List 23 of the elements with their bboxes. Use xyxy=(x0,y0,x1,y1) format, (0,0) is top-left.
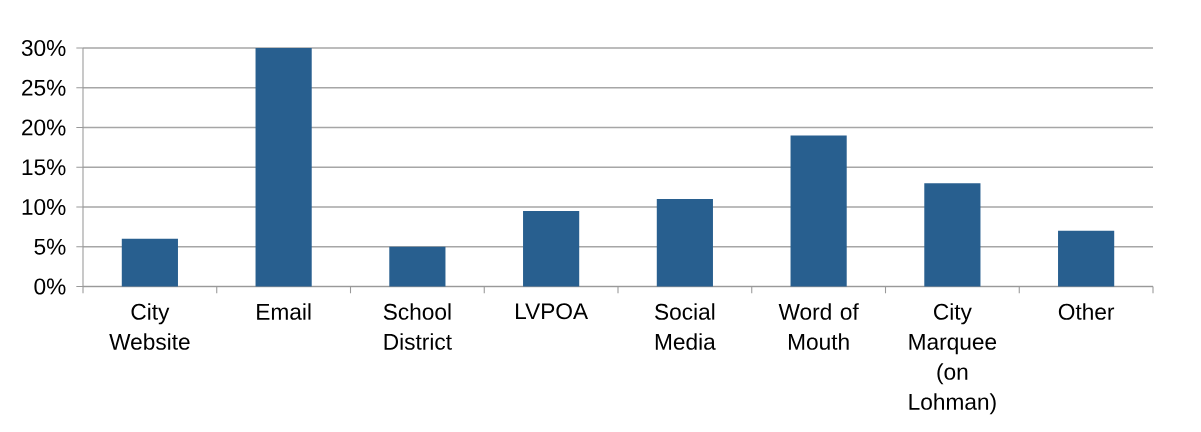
bar xyxy=(790,135,847,287)
x-tick-label: Other xyxy=(1058,303,1115,320)
bar xyxy=(255,48,312,287)
x-tick-label: Social Media xyxy=(655,303,716,350)
x-tick-label: City Marquee (on Lohman) xyxy=(909,303,997,415)
bar xyxy=(121,238,178,287)
bar xyxy=(1058,230,1115,287)
y-tick-label: 25% xyxy=(22,79,66,96)
y-tick-label: 15% xyxy=(22,159,66,176)
x-tick-label: LVPOA xyxy=(516,303,589,320)
x-tick-label: Email xyxy=(257,303,311,320)
bar xyxy=(924,183,981,287)
y-tick-label: 5% xyxy=(34,238,66,255)
bar xyxy=(656,199,713,287)
x-tick-label: School District xyxy=(383,303,452,350)
bar xyxy=(523,210,580,287)
x-tick-label: Word of Mouth xyxy=(778,303,859,350)
y-tick-label: 30% xyxy=(21,39,66,57)
y-tick-label: 0% xyxy=(34,278,66,295)
bar xyxy=(389,246,446,287)
x-tick-label: City Website xyxy=(109,303,190,350)
y-tick-label: 20% xyxy=(22,119,66,136)
y-tick-label: 10% xyxy=(22,198,66,216)
